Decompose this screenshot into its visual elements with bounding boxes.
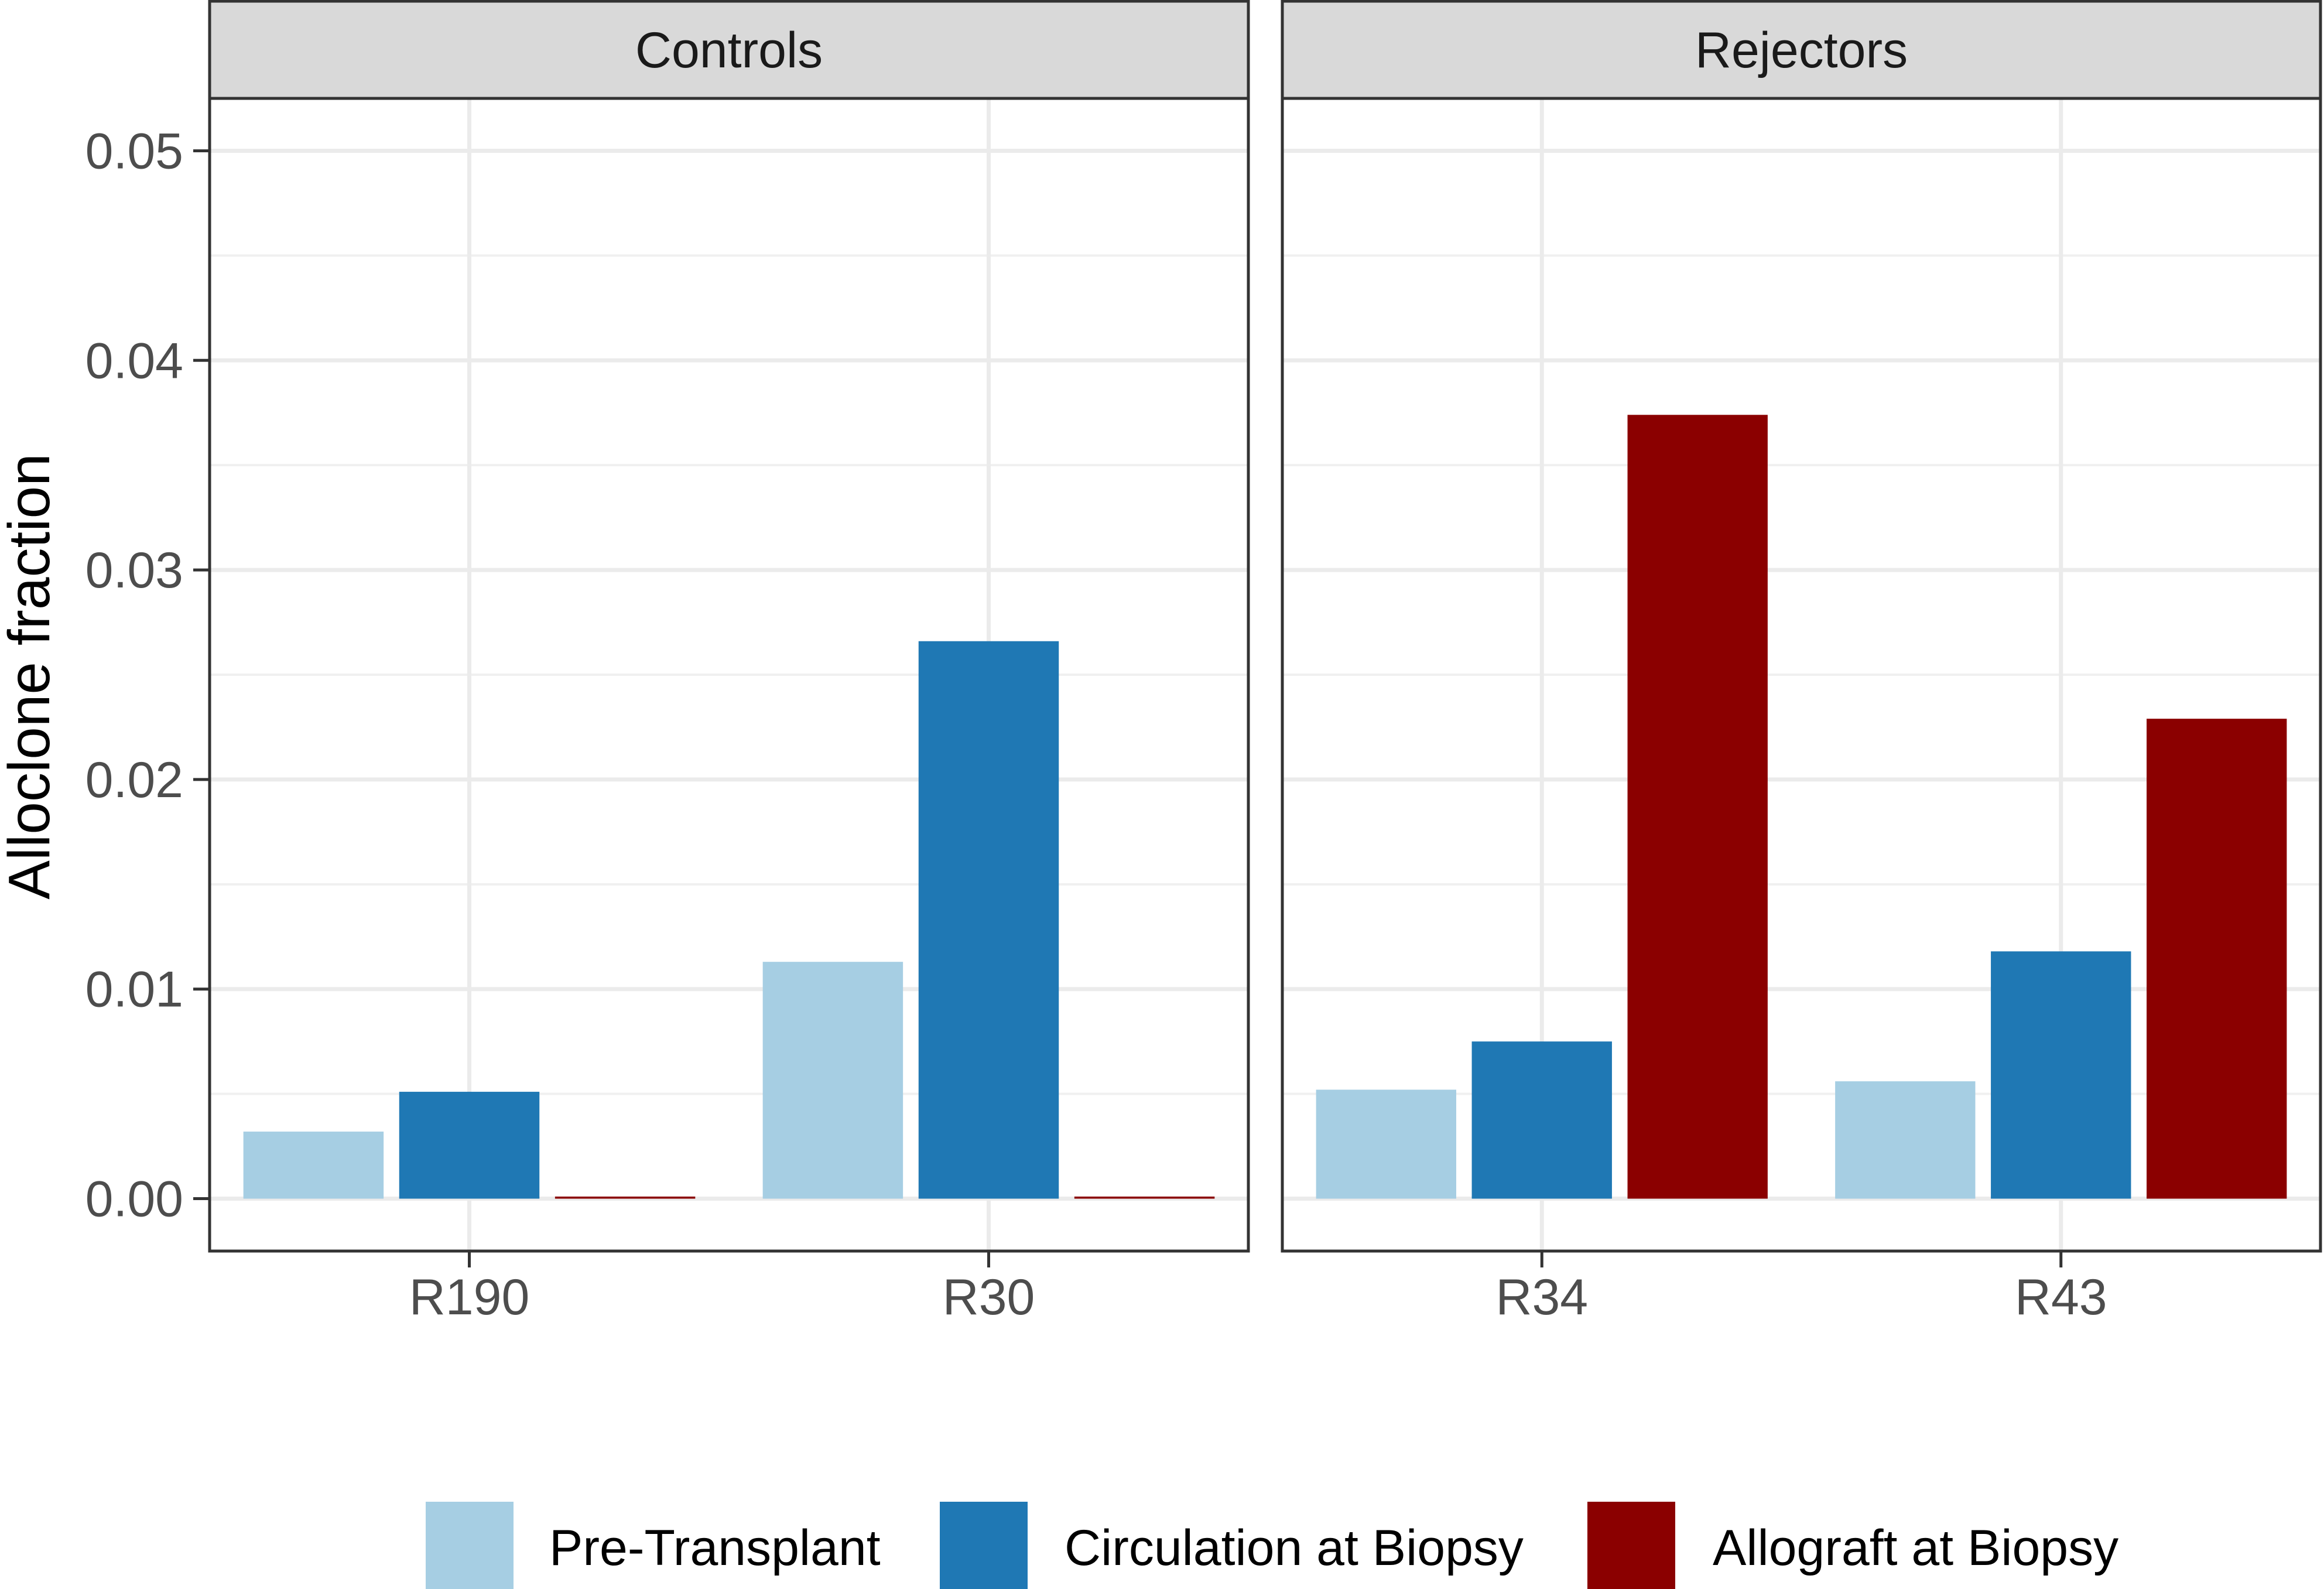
y-axis-title: Alloclone fraction <box>0 453 62 900</box>
legend: Pre-Transplant Circulation at Biopsy All… <box>426 1502 2118 1589</box>
y-tick-label: 0.04 <box>85 333 183 389</box>
bar-r30-allograft-at-biopsy <box>1074 1196 1215 1199</box>
bar-r43-pre-transplant <box>1835 1081 1976 1199</box>
bar-r30-circulation-at-biopsy <box>918 641 1059 1199</box>
legend-key-pre-transplant <box>426 1502 514 1589</box>
x-tick-label: R190 <box>409 1269 530 1325</box>
bar-r190-circulation-at-biopsy <box>399 1092 540 1199</box>
facet-strip <box>1281 0 2322 100</box>
panel-rejectors: R34 R43 Rejectors <box>1281 0 2322 1325</box>
y-tick-label: 0.00 <box>85 1171 183 1228</box>
y-tick-label: 0.05 <box>85 123 183 179</box>
x-tick-label: R30 <box>943 1269 1035 1325</box>
legend-key-circulation-at-biopsy <box>940 1502 1028 1589</box>
bar-r43-allograft-at-biopsy <box>2147 719 2287 1199</box>
bar-r190-pre-transplant <box>243 1132 384 1199</box>
y-tick-labels: 0.00 0.01 0.02 0.03 0.04 0.05 <box>85 123 210 1228</box>
bar-r30-pre-transplant <box>762 962 903 1199</box>
y-tick-label: 0.03 <box>85 542 183 599</box>
bar-r43-circulation-at-biopsy <box>1991 951 2131 1199</box>
x-tick-label: R34 <box>1495 1269 1588 1325</box>
bar-r34-allograft-at-biopsy <box>1627 415 1768 1199</box>
legend-key-allograft-at-biopsy <box>1587 1502 1675 1589</box>
panel-controls: R190 R30 Controls <box>208 0 1250 1325</box>
x-tick-label: R43 <box>2015 1269 2107 1325</box>
facet-panels: R190 R30 Controls R34 R43 Rejectors <box>208 0 2322 1325</box>
legend-label-allograft-at-biopsy: Allograft at Biopsy <box>1713 1520 2118 1576</box>
legend-label-pre-transplant: Pre-Transplant <box>549 1520 881 1576</box>
legend-label-circulation-at-biopsy: Circulation at Biopsy <box>1065 1520 1524 1576</box>
y-tick-label: 0.01 <box>85 962 183 1018</box>
bar-r34-pre-transplant <box>1316 1089 1456 1199</box>
facet-strip-label: Controls <box>635 22 823 78</box>
facet-strip <box>208 0 1250 100</box>
facet-strip-label: Rejectors <box>1695 22 1908 78</box>
y-tick-label: 0.02 <box>85 752 183 808</box>
bar-r190-allograft-at-biopsy <box>555 1196 696 1199</box>
bar-r34-circulation-at-biopsy <box>1471 1041 1612 1199</box>
